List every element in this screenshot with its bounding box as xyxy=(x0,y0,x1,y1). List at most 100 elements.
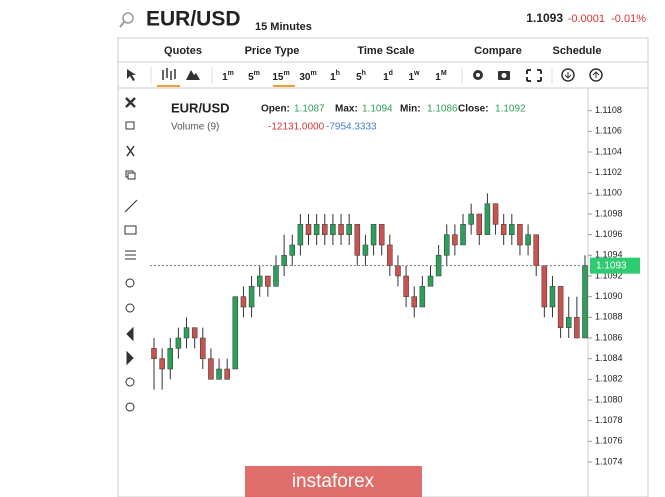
y-tick-label: 1.1096 xyxy=(595,229,623,239)
y-tick-label: 1.1094 xyxy=(595,250,623,260)
candle-body xyxy=(175,337,182,349)
y-tick-label: 1.1082 xyxy=(595,374,623,384)
menu-item[interactable]: Price Type xyxy=(245,45,300,57)
watermark: instaforex xyxy=(292,471,375,492)
change-pct: -0.01% xyxy=(611,13,646,25)
legend-symbol: EUR/USD xyxy=(171,100,230,115)
candle-body xyxy=(265,275,271,287)
timeframe[interactable]: 1w xyxy=(408,70,420,83)
candle-body xyxy=(151,348,157,359)
y-tick-label: 1.1092 xyxy=(595,270,623,280)
legend-label: Min: xyxy=(400,104,421,115)
menu-item[interactable]: Compare xyxy=(474,45,522,57)
candle-body xyxy=(387,244,393,266)
timeframe[interactable]: 30m xyxy=(299,70,316,83)
candle-body xyxy=(191,327,198,339)
timeframe-unit: M xyxy=(441,70,447,77)
timeframe-num: 5 xyxy=(248,72,254,83)
candle-body xyxy=(338,224,344,235)
timeframe-unit: h xyxy=(336,70,340,77)
candle-body xyxy=(525,234,531,246)
candle-body xyxy=(452,234,458,246)
y-tick-label: 1.1076 xyxy=(595,436,623,446)
candle-body xyxy=(476,213,483,235)
candle-body xyxy=(362,244,369,256)
last-price-box xyxy=(590,257,640,274)
y-tick-label: 1.1102 xyxy=(595,167,622,177)
header: EUR/USD 15 Minutes 1.1093 -0.0001 -0.01% xyxy=(119,8,646,33)
price: 1.1093 xyxy=(526,11,563,25)
search-icon[interactable] xyxy=(122,12,134,24)
candle-body xyxy=(549,286,556,308)
plot: 1.1074 1.1076 1.1078 1.1080 1.1082 1.1084 1.10… xyxy=(150,88,640,497)
watermark-bg xyxy=(245,466,422,497)
candle-body xyxy=(582,265,588,339)
candle-body xyxy=(557,286,564,328)
toolbar: 1m 5m 15m 30m 1h 5h 1d 1w 1M xyxy=(127,67,603,87)
candle-body xyxy=(346,224,352,235)
y-tick-label: 1.1098 xyxy=(595,208,623,218)
legend: EUR/USD Open: 1.1087 Max: 1.1094 Min: 1.… xyxy=(171,100,526,132)
timeframe-num: 1 xyxy=(383,72,389,83)
candle-body xyxy=(273,265,279,287)
candle-body xyxy=(419,286,426,308)
timeframe-unit: m xyxy=(228,70,234,77)
timeframe[interactable]: 1d xyxy=(383,70,393,83)
timeframe[interactable]: 1m xyxy=(222,70,234,83)
timeframe-unit: w xyxy=(413,70,420,77)
timeframe[interactable]: 5h xyxy=(356,70,366,83)
volume-label: Volume (9) xyxy=(171,122,219,133)
timeframe-num: 1 xyxy=(408,72,414,83)
candle-body xyxy=(403,275,409,297)
y-tick-label: 1.1078 xyxy=(595,415,623,425)
candle-body xyxy=(444,234,450,256)
candle-body xyxy=(159,358,165,370)
y-tick-label: 1.1090 xyxy=(595,291,623,301)
timeframe-num: 1 xyxy=(222,72,228,83)
timeframe[interactable]: 5m xyxy=(248,70,260,83)
y-tick-label: 1.1088 xyxy=(595,312,623,322)
menu: Quotes Price Type Time Scale Compare Schedul… xyxy=(164,45,601,57)
timeframe-unit: h xyxy=(362,70,366,77)
candle-body xyxy=(313,224,320,235)
change: -0.0001 xyxy=(568,13,605,25)
candle-body xyxy=(427,275,434,287)
candle-body xyxy=(411,296,417,308)
y-tick-label: 1.1080 xyxy=(595,394,623,404)
timeframe-unit: m xyxy=(310,70,316,77)
legend-label: Open: xyxy=(261,104,290,115)
y-tick-label: 1.1106 xyxy=(595,126,622,136)
candle-body xyxy=(395,265,401,277)
timeframe[interactable]: 1M xyxy=(435,70,447,83)
symbol: EUR/USD xyxy=(146,8,241,31)
timeframe-num: 30 xyxy=(299,72,311,83)
candle-body xyxy=(322,224,328,235)
left-tools xyxy=(124,97,138,412)
y-tick-label: 1.1104 xyxy=(595,146,622,156)
frame xyxy=(117,37,649,497)
menu-item[interactable]: Quotes xyxy=(164,45,202,57)
timeframe-unit: d xyxy=(389,70,393,77)
timeframe-num: 15 xyxy=(272,72,284,83)
timeframe-unit: m xyxy=(283,70,289,77)
interval: 15 Minutes xyxy=(255,21,312,33)
volume-value: -12131.0000 xyxy=(268,122,325,133)
menu-item[interactable]: Time Scale xyxy=(357,45,414,57)
candle-body xyxy=(460,224,466,246)
candle-body xyxy=(305,224,312,235)
timeframe[interactable]: 15m xyxy=(272,70,289,83)
candle-body xyxy=(297,224,304,246)
candle-body xyxy=(354,224,361,256)
candle-body xyxy=(208,358,214,380)
candle-body xyxy=(565,317,572,328)
candle-body xyxy=(500,224,507,235)
legend-value: 1.1087 xyxy=(294,104,325,115)
last-price-label: 1.1093 xyxy=(596,260,627,271)
timeframe-num: 1 xyxy=(435,72,441,83)
candle-body xyxy=(232,296,239,370)
timeframe-num: 5 xyxy=(356,72,362,83)
menu-item[interactable]: Schedule xyxy=(553,45,602,57)
candle-body xyxy=(224,368,230,380)
timeframe[interactable]: 1h xyxy=(330,70,340,83)
candle-body xyxy=(240,296,247,308)
